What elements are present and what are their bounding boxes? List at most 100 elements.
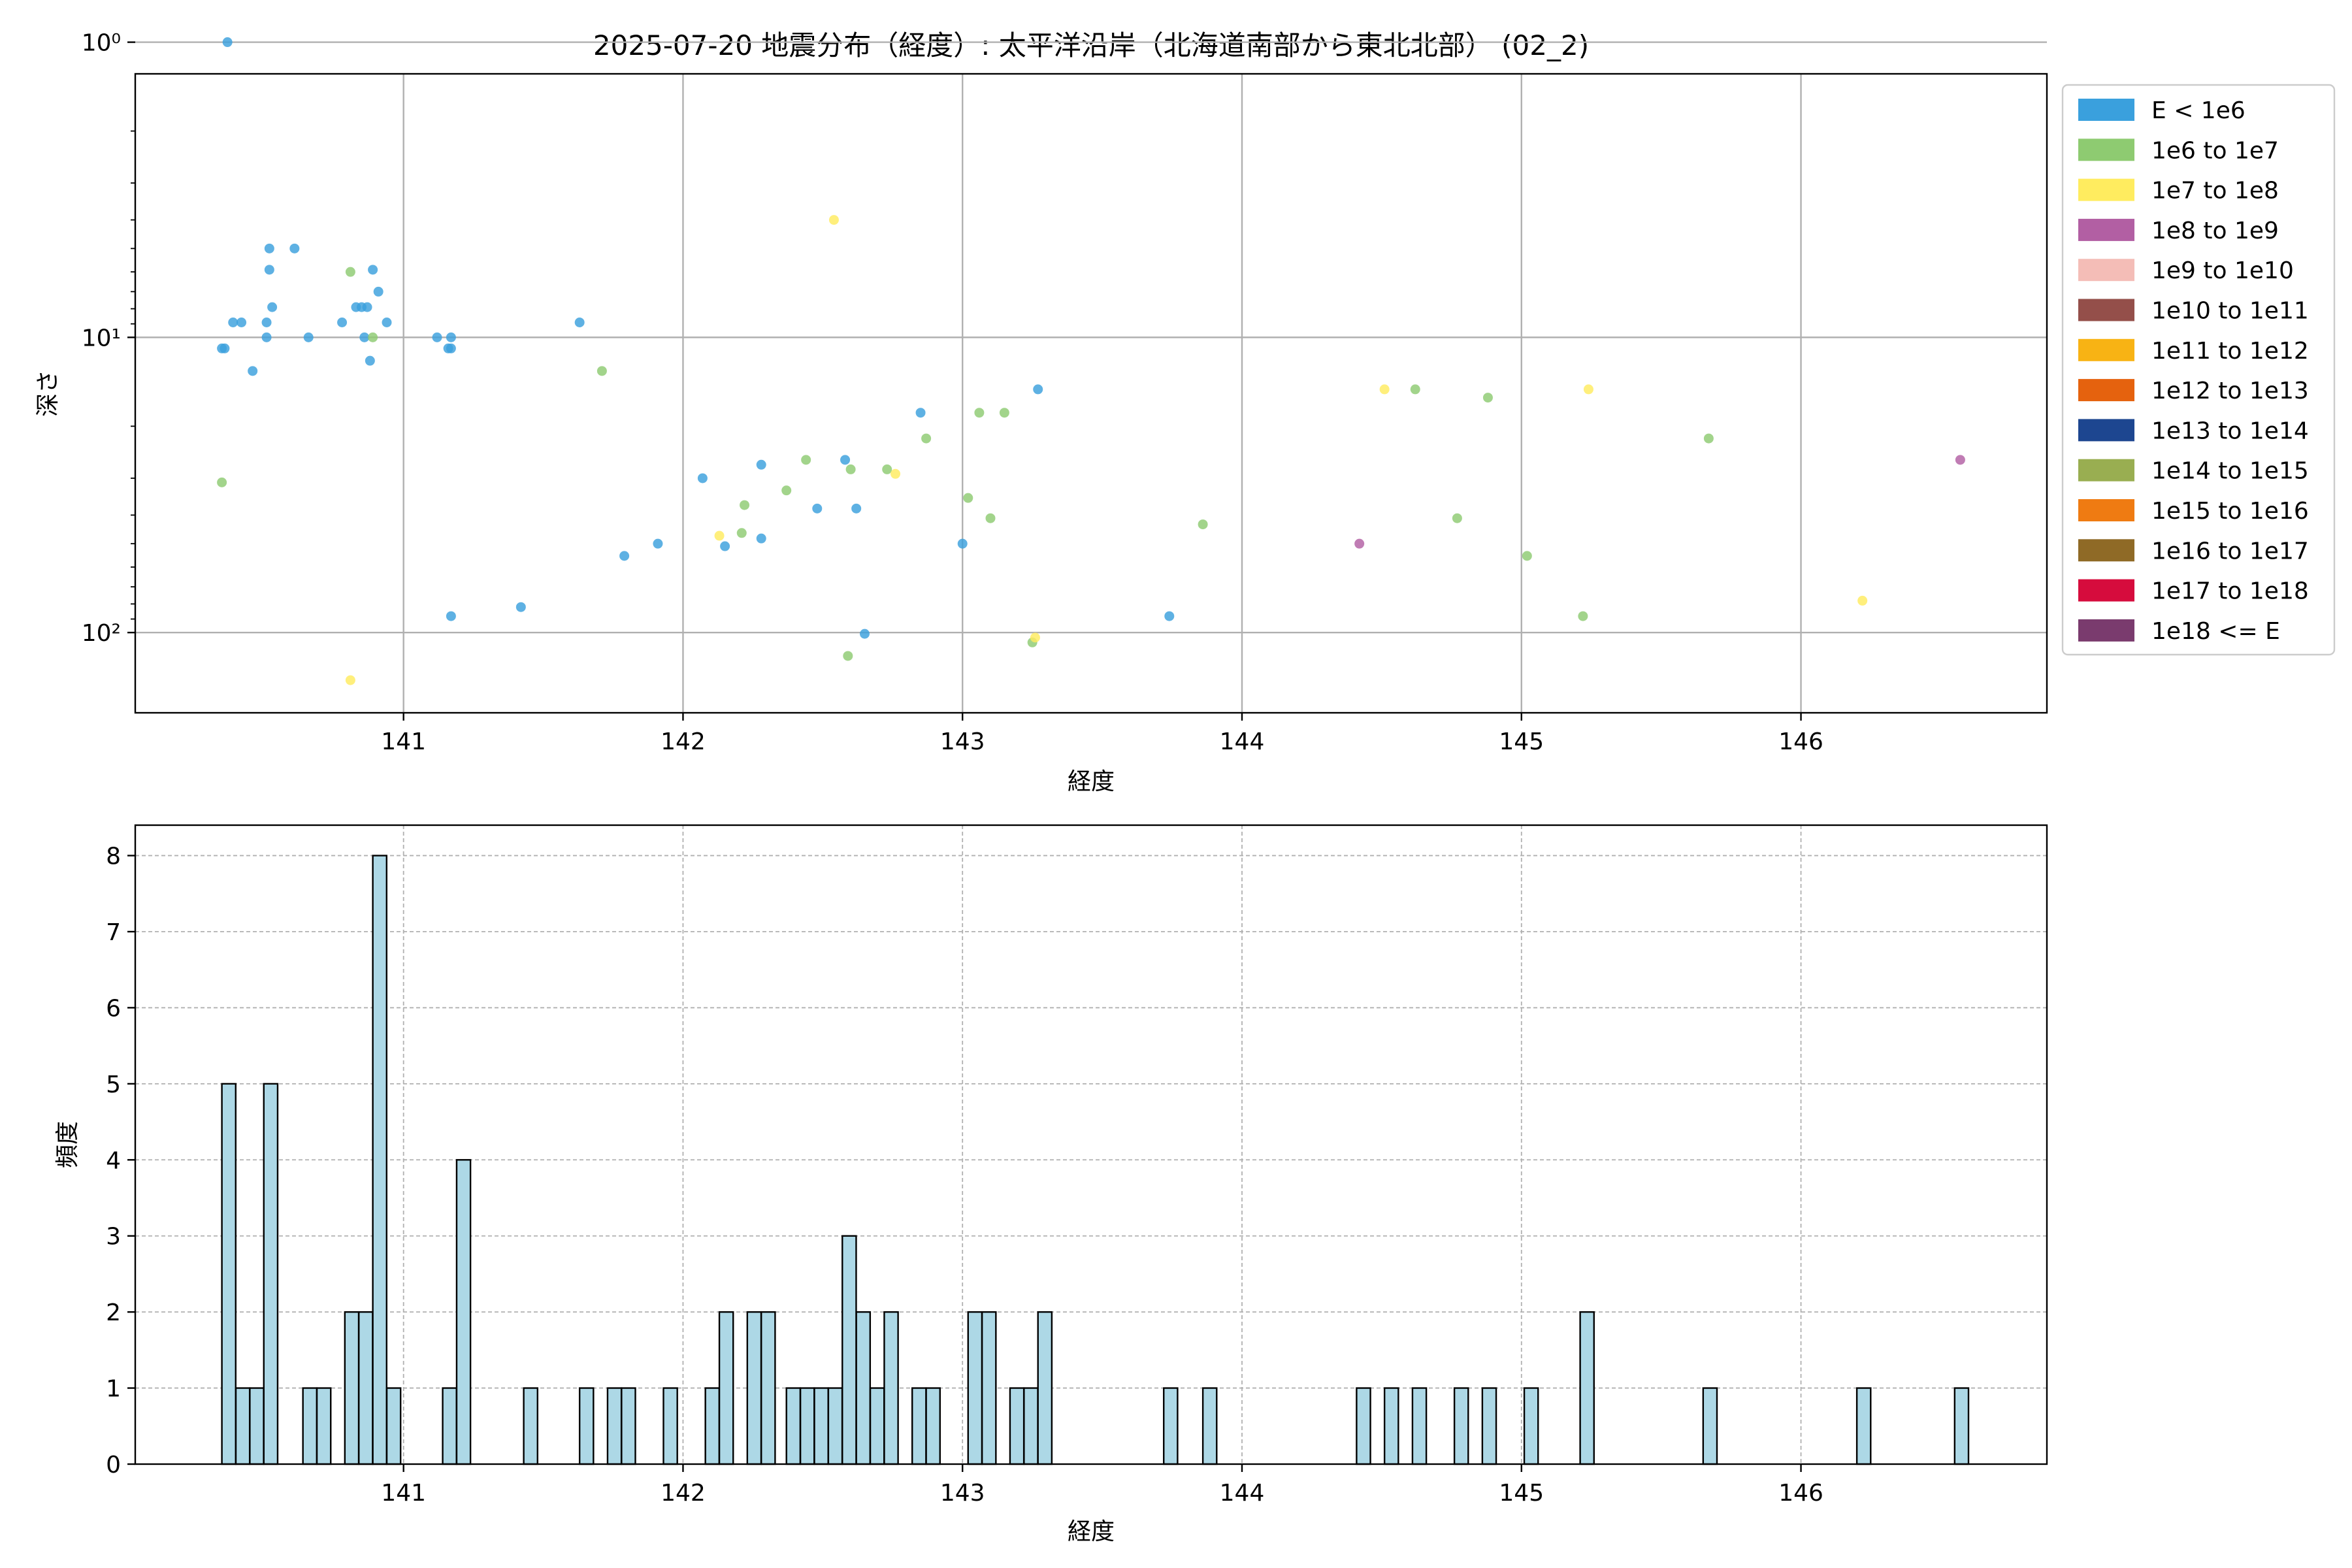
- scatter-point: [860, 629, 870, 639]
- histogram-y-tick-label: 6: [106, 995, 121, 1022]
- legend-swatch: [2078, 419, 2134, 442]
- scatter-point: [781, 485, 792, 496]
- scatter-point: [882, 464, 892, 474]
- scatter-axes-frame: [134, 73, 2048, 714]
- scatter-points: [217, 37, 1965, 685]
- scatter-x-tick-label: 146: [1778, 728, 1823, 755]
- scatter-point: [756, 459, 766, 470]
- histogram-axes-frame: [134, 824, 2048, 1465]
- scatter-point: [985, 513, 996, 523]
- scatter-point: [756, 533, 766, 544]
- legend-frame: [2061, 84, 2336, 656]
- histogram-bar: [1023, 1387, 1039, 1465]
- histogram-y-tick-label: 4: [106, 1147, 121, 1174]
- histogram-bar: [316, 1387, 332, 1465]
- scatter-point: [264, 243, 274, 253]
- scatter-point: [382, 318, 392, 328]
- scatter-x-ticks: 141 142 143 144 145 146: [381, 713, 1823, 755]
- histogram-y-tick-label: 2: [106, 1299, 121, 1326]
- scatter-point: [261, 318, 272, 328]
- histogram-bars: [221, 855, 1970, 1465]
- scatter-point: [217, 477, 227, 487]
- scatter-point: [432, 332, 442, 342]
- histogram-bar: [372, 855, 387, 1465]
- histogram-x-tick-label: 144: [1220, 1480, 1265, 1507]
- histogram-bar: [578, 1387, 595, 1465]
- chart-title: 2025-07-20 地震分布（経度）: 太平洋沿岸（北海道南部から東北北部） …: [593, 29, 1589, 61]
- legend-label: 1e9 to 1e10: [2151, 257, 2294, 284]
- histogram-bar: [249, 1387, 265, 1465]
- histogram-bar: [263, 1083, 279, 1465]
- scatter-point: [345, 267, 355, 277]
- legend-label: 1e14 to 1e15: [2151, 458, 2309, 485]
- legend-swatch: [2078, 539, 2134, 562]
- scatter-point: [828, 215, 839, 225]
- scatter-point: [1379, 384, 1390, 395]
- scatter-point: [248, 366, 258, 376]
- legend-swatch: [2078, 299, 2134, 321]
- legend-label: 1e13 to 1e14: [2151, 417, 2309, 444]
- histogram-bar: [841, 1235, 857, 1465]
- histogram-bar: [718, 1311, 734, 1465]
- histogram-x-tick-label: 141: [381, 1480, 426, 1507]
- scatter-point: [289, 243, 300, 253]
- scatter-point: [957, 538, 968, 549]
- scatter-point: [999, 408, 1009, 418]
- scatter-point: [845, 464, 856, 474]
- scatter-point: [337, 318, 348, 328]
- scatter-point: [446, 332, 456, 342]
- legend-swatch: [2078, 99, 2134, 121]
- histogram-bar: [1453, 1387, 1469, 1465]
- histogram-bar: [813, 1387, 829, 1465]
- scatter-x-tick-label: 144: [1220, 728, 1265, 755]
- scatter-point: [1578, 611, 1588, 621]
- histogram-bar: [662, 1387, 678, 1465]
- legend-items: E < 1e6 1e6 to 1e7 1e7 to 1e8 1e8 to 1e9 1e9…: [2078, 97, 2309, 645]
- histogram-bar: [1481, 1387, 1497, 1465]
- scatter-point: [267, 302, 278, 312]
- histogram-bar: [221, 1083, 237, 1465]
- scatter-point: [974, 408, 985, 418]
- histogram-bar: [1201, 1387, 1218, 1465]
- histogram-bar: [869, 1387, 885, 1465]
- histogram-y-tick-label: 1: [106, 1376, 121, 1403]
- scatter-point: [446, 343, 456, 353]
- scatter-y-tick-label: 10²: [82, 620, 121, 647]
- scatter-point: [840, 455, 851, 465]
- scatter-point: [890, 468, 901, 479]
- scatter-x-tick-label: 145: [1499, 728, 1544, 755]
- histogram-bar: [606, 1387, 623, 1465]
- legend-label: 1e10 to 1e11: [2151, 298, 2309, 325]
- scatter-point: [1354, 538, 1365, 549]
- scatter-point: [222, 37, 233, 48]
- scatter-y-ticks: 10⁰ 10¹ 10²: [82, 30, 135, 647]
- histogram-bar: [799, 1387, 815, 1465]
- scatter-point: [1452, 513, 1462, 523]
- histogram-bar: [925, 1387, 941, 1465]
- histogram-bar: [1383, 1387, 1399, 1465]
- scatter-point: [843, 651, 853, 661]
- scatter-point: [1703, 433, 1714, 444]
- scatter-point: [345, 675, 355, 685]
- scatter-point: [446, 611, 456, 621]
- legend-label: 1e7 to 1e8: [2151, 178, 2279, 204]
- histogram-y-tick-label: 5: [106, 1071, 121, 1098]
- scatter-point: [365, 355, 375, 366]
- histogram-bar: [1579, 1311, 1595, 1465]
- legend-swatch: [2078, 259, 2134, 282]
- histogram-x-tick-label: 143: [940, 1480, 985, 1507]
- histogram-bar: [385, 1387, 402, 1465]
- scatter-point: [1198, 519, 1208, 530]
- histogram-y-tick-label: 0: [106, 1452, 121, 1478]
- scatter-x-tick-label: 142: [661, 728, 706, 755]
- scatter-point: [574, 318, 585, 328]
- histogram-bar: [1163, 1387, 1179, 1465]
- scatter-point: [1857, 595, 1868, 606]
- scatter-point: [740, 500, 750, 510]
- histogram-y-ticks: 0 1 2 3 4 5 6 7 8: [106, 843, 135, 1478]
- histogram-bar: [981, 1311, 997, 1465]
- scatter-point: [801, 455, 811, 465]
- histogram-bar: [855, 1311, 872, 1465]
- legend-label: 1e17 to 1e18: [2151, 578, 2309, 605]
